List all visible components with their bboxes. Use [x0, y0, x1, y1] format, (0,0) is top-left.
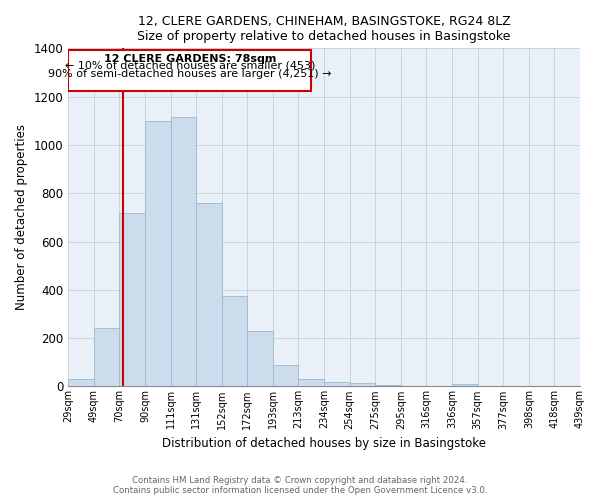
Bar — [324, 382, 350, 386]
Text: ← 10% of detached houses are smaller (453): ← 10% of detached houses are smaller (45… — [65, 61, 315, 71]
Bar — [247, 332, 273, 386]
Text: 12 CLERE GARDENS: 78sqm: 12 CLERE GARDENS: 78sqm — [104, 54, 276, 64]
X-axis label: Distribution of detached houses by size in Basingstoke: Distribution of detached houses by size … — [162, 437, 486, 450]
Bar — [350, 383, 375, 386]
Bar — [94, 328, 119, 386]
Bar — [298, 378, 324, 386]
Bar — [452, 384, 478, 386]
Bar — [273, 365, 298, 386]
Bar — [375, 385, 401, 386]
FancyBboxPatch shape — [68, 50, 311, 90]
Text: Contains HM Land Registry data © Crown copyright and database right 2024.
Contai: Contains HM Land Registry data © Crown c… — [113, 476, 487, 495]
Bar — [145, 121, 170, 386]
Bar — [222, 296, 247, 386]
Bar — [170, 117, 196, 386]
Bar — [68, 379, 94, 386]
Text: 90% of semi-detached houses are larger (4,251) →: 90% of semi-detached houses are larger (… — [48, 69, 331, 79]
Y-axis label: Number of detached properties: Number of detached properties — [15, 124, 28, 310]
Title: 12, CLERE GARDENS, CHINEHAM, BASINGSTOKE, RG24 8LZ
Size of property relative to : 12, CLERE GARDENS, CHINEHAM, BASINGSTOKE… — [137, 15, 511, 43]
Bar — [119, 212, 145, 386]
Bar — [196, 203, 222, 386]
